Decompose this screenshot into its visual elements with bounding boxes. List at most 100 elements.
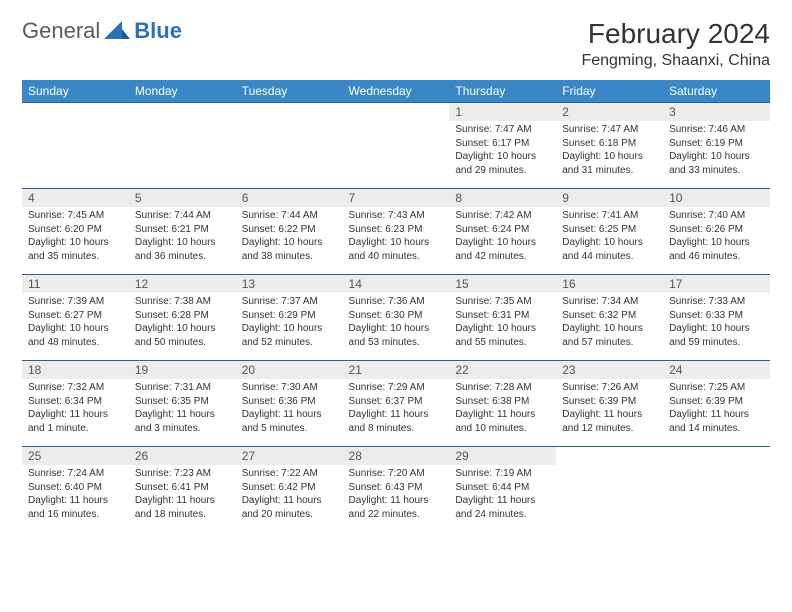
- day-sr-line: Sunrise: 7:34 AM: [562, 295, 657, 309]
- day-ss-line: Sunset: 6:17 PM: [455, 137, 550, 151]
- day-ss-line: Sunset: 6:33 PM: [669, 309, 764, 323]
- calendar-day-cell: 5Sunrise: 7:44 AMSunset: 6:21 PMDaylight…: [129, 189, 236, 275]
- day-number: 8: [449, 189, 556, 207]
- calendar-day-cell: 9Sunrise: 7:41 AMSunset: 6:25 PMDaylight…: [556, 189, 663, 275]
- day-number: 27: [236, 447, 343, 465]
- weekday-header: Sunday: [22, 80, 129, 103]
- day-dl-line: Daylight: 10 hours and 31 minutes.: [562, 150, 657, 177]
- logo: General Blue: [22, 18, 182, 44]
- day-ss-line: Sunset: 6:31 PM: [455, 309, 550, 323]
- day-ss-line: Sunset: 6:43 PM: [349, 481, 444, 495]
- calendar-empty-cell: [663, 447, 770, 533]
- day-dl-line: Daylight: 10 hours and 52 minutes.: [242, 322, 337, 349]
- day-ss-line: Sunset: 6:42 PM: [242, 481, 337, 495]
- day-number: 15: [449, 275, 556, 293]
- day-sr-line: Sunrise: 7:38 AM: [135, 295, 230, 309]
- day-number: 6: [236, 189, 343, 207]
- day-details: Sunrise: 7:39 AMSunset: 6:27 PMDaylight:…: [22, 293, 129, 353]
- day-number: 10: [663, 189, 770, 207]
- calendar-day-cell: 23Sunrise: 7:26 AMSunset: 6:39 PMDayligh…: [556, 361, 663, 447]
- day-dl-line: Daylight: 10 hours and 40 minutes.: [349, 236, 444, 263]
- weekday-header: Thursday: [449, 80, 556, 103]
- calendar-week-row: 4Sunrise: 7:45 AMSunset: 6:20 PMDaylight…: [22, 189, 770, 275]
- month-title: February 2024: [581, 18, 770, 50]
- day-sr-line: Sunrise: 7:46 AM: [669, 123, 764, 137]
- day-details: Sunrise: 7:43 AMSunset: 6:23 PMDaylight:…: [343, 207, 450, 267]
- day-sr-line: Sunrise: 7:22 AM: [242, 467, 337, 481]
- day-number: 26: [129, 447, 236, 465]
- day-sr-line: Sunrise: 7:41 AM: [562, 209, 657, 223]
- day-dl-line: Daylight: 10 hours and 46 minutes.: [669, 236, 764, 263]
- calendar-day-cell: 10Sunrise: 7:40 AMSunset: 6:26 PMDayligh…: [663, 189, 770, 275]
- day-details: Sunrise: 7:31 AMSunset: 6:35 PMDaylight:…: [129, 379, 236, 439]
- calendar-day-cell: 25Sunrise: 7:24 AMSunset: 6:40 PMDayligh…: [22, 447, 129, 533]
- day-dl-line: Daylight: 10 hours and 42 minutes.: [455, 236, 550, 263]
- calendar-day-cell: 18Sunrise: 7:32 AMSunset: 6:34 PMDayligh…: [22, 361, 129, 447]
- day-details: Sunrise: 7:40 AMSunset: 6:26 PMDaylight:…: [663, 207, 770, 267]
- calendar-empty-cell: [556, 447, 663, 533]
- calendar-day-cell: 3Sunrise: 7:46 AMSunset: 6:19 PMDaylight…: [663, 103, 770, 189]
- calendar-day-cell: 13Sunrise: 7:37 AMSunset: 6:29 PMDayligh…: [236, 275, 343, 361]
- day-sr-line: Sunrise: 7:19 AM: [455, 467, 550, 481]
- day-dl-line: Daylight: 10 hours and 44 minutes.: [562, 236, 657, 263]
- day-number: 1: [449, 103, 556, 121]
- day-sr-line: Sunrise: 7:29 AM: [349, 381, 444, 395]
- day-ss-line: Sunset: 6:38 PM: [455, 395, 550, 409]
- day-dl-line: Daylight: 10 hours and 50 minutes.: [135, 322, 230, 349]
- day-dl-line: Daylight: 10 hours and 53 minutes.: [349, 322, 444, 349]
- day-details: Sunrise: 7:36 AMSunset: 6:30 PMDaylight:…: [343, 293, 450, 353]
- day-dl-line: Daylight: 11 hours and 16 minutes.: [28, 494, 123, 521]
- day-sr-line: Sunrise: 7:23 AM: [135, 467, 230, 481]
- day-dl-line: Daylight: 10 hours and 33 minutes.: [669, 150, 764, 177]
- calendar-day-cell: 29Sunrise: 7:19 AMSunset: 6:44 PMDayligh…: [449, 447, 556, 533]
- day-details: Sunrise: 7:44 AMSunset: 6:22 PMDaylight:…: [236, 207, 343, 267]
- header-bar: General Blue February 2024 Fengming, Sha…: [22, 18, 770, 70]
- day-number: 4: [22, 189, 129, 207]
- day-sr-line: Sunrise: 7:33 AM: [669, 295, 764, 309]
- day-ss-line: Sunset: 6:37 PM: [349, 395, 444, 409]
- calendar-day-cell: 28Sunrise: 7:20 AMSunset: 6:43 PMDayligh…: [343, 447, 450, 533]
- day-dl-line: Daylight: 10 hours and 29 minutes.: [455, 150, 550, 177]
- day-details: Sunrise: 7:42 AMSunset: 6:24 PMDaylight:…: [449, 207, 556, 267]
- logo-text-blue: Blue: [134, 18, 182, 44]
- day-dl-line: Daylight: 10 hours and 55 minutes.: [455, 322, 550, 349]
- day-details: Sunrise: 7:46 AMSunset: 6:19 PMDaylight:…: [663, 121, 770, 181]
- day-dl-line: Daylight: 11 hours and 1 minute.: [28, 408, 123, 435]
- day-dl-line: Daylight: 11 hours and 10 minutes.: [455, 408, 550, 435]
- calendar-empty-cell: [236, 103, 343, 189]
- day-sr-line: Sunrise: 7:47 AM: [562, 123, 657, 137]
- calendar-day-cell: 17Sunrise: 7:33 AMSunset: 6:33 PMDayligh…: [663, 275, 770, 361]
- day-details: Sunrise: 7:47 AMSunset: 6:18 PMDaylight:…: [556, 121, 663, 181]
- calendar-day-cell: 19Sunrise: 7:31 AMSunset: 6:35 PMDayligh…: [129, 361, 236, 447]
- calendar-day-cell: 12Sunrise: 7:38 AMSunset: 6:28 PMDayligh…: [129, 275, 236, 361]
- calendar-day-cell: 22Sunrise: 7:28 AMSunset: 6:38 PMDayligh…: [449, 361, 556, 447]
- day-dl-line: Daylight: 10 hours and 59 minutes.: [669, 322, 764, 349]
- calendar-day-cell: 8Sunrise: 7:42 AMSunset: 6:24 PMDaylight…: [449, 189, 556, 275]
- day-number: 9: [556, 189, 663, 207]
- day-details: Sunrise: 7:23 AMSunset: 6:41 PMDaylight:…: [129, 465, 236, 525]
- calendar-day-cell: 2Sunrise: 7:47 AMSunset: 6:18 PMDaylight…: [556, 103, 663, 189]
- day-details: Sunrise: 7:28 AMSunset: 6:38 PMDaylight:…: [449, 379, 556, 439]
- day-ss-line: Sunset: 6:18 PM: [562, 137, 657, 151]
- day-number: 13: [236, 275, 343, 293]
- day-dl-line: Daylight: 11 hours and 20 minutes.: [242, 494, 337, 521]
- day-details: Sunrise: 7:33 AMSunset: 6:33 PMDaylight:…: [663, 293, 770, 353]
- calendar-day-cell: 7Sunrise: 7:43 AMSunset: 6:23 PMDaylight…: [343, 189, 450, 275]
- day-ss-line: Sunset: 6:41 PM: [135, 481, 230, 495]
- weekday-header: Saturday: [663, 80, 770, 103]
- day-ss-line: Sunset: 6:32 PM: [562, 309, 657, 323]
- title-block: February 2024 Fengming, Shaanxi, China: [581, 18, 770, 70]
- day-number: 5: [129, 189, 236, 207]
- calendar-day-cell: 24Sunrise: 7:25 AMSunset: 6:39 PMDayligh…: [663, 361, 770, 447]
- calendar-day-cell: 4Sunrise: 7:45 AMSunset: 6:20 PMDaylight…: [22, 189, 129, 275]
- day-ss-line: Sunset: 6:29 PM: [242, 309, 337, 323]
- logo-triangle-icon: [104, 19, 130, 44]
- day-dl-line: Daylight: 11 hours and 12 minutes.: [562, 408, 657, 435]
- day-details: Sunrise: 7:32 AMSunset: 6:34 PMDaylight:…: [22, 379, 129, 439]
- day-dl-line: Daylight: 10 hours and 57 minutes.: [562, 322, 657, 349]
- day-sr-line: Sunrise: 7:39 AM: [28, 295, 123, 309]
- day-sr-line: Sunrise: 7:31 AM: [135, 381, 230, 395]
- day-dl-line: Daylight: 11 hours and 5 minutes.: [242, 408, 337, 435]
- day-ss-line: Sunset: 6:24 PM: [455, 223, 550, 237]
- day-sr-line: Sunrise: 7:26 AM: [562, 381, 657, 395]
